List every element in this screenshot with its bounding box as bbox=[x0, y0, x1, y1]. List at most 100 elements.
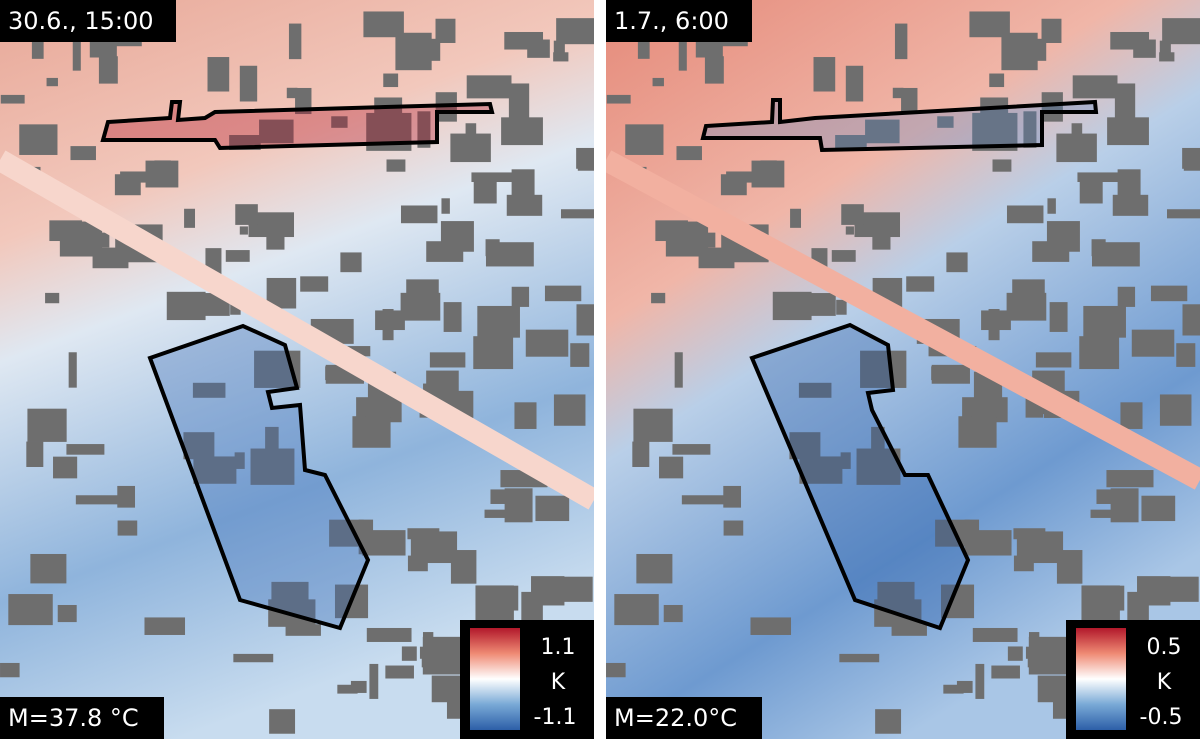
building bbox=[813, 57, 836, 92]
building bbox=[395, 32, 432, 71]
building bbox=[937, 116, 954, 128]
building bbox=[839, 653, 880, 663]
building bbox=[386, 159, 406, 172]
building bbox=[695, 38, 723, 58]
building bbox=[549, 503, 565, 516]
building bbox=[331, 116, 348, 128]
building bbox=[1041, 92, 1063, 122]
building bbox=[1182, 304, 1200, 336]
building bbox=[790, 208, 802, 228]
building bbox=[1013, 528, 1046, 540]
colorbar-unit: K bbox=[551, 670, 566, 695]
building bbox=[576, 304, 594, 336]
building bbox=[401, 646, 417, 661]
building bbox=[807, 293, 836, 316]
building bbox=[659, 456, 684, 479]
building bbox=[1006, 205, 1044, 224]
building bbox=[431, 675, 463, 703]
building bbox=[1117, 286, 1136, 307]
building bbox=[681, 495, 726, 505]
building bbox=[417, 111, 431, 148]
building bbox=[1159, 394, 1192, 426]
colorbar-min: -1.1 bbox=[534, 705, 577, 730]
building bbox=[521, 591, 543, 621]
building bbox=[385, 665, 414, 679]
building bbox=[1090, 509, 1131, 518]
building bbox=[1155, 503, 1171, 516]
street-outline bbox=[700, 98, 1099, 153]
building bbox=[192, 382, 226, 398]
building bbox=[234, 452, 245, 469]
building bbox=[972, 627, 1018, 642]
building bbox=[450, 133, 491, 163]
building bbox=[145, 160, 179, 188]
building bbox=[19, 124, 58, 155]
building bbox=[429, 352, 466, 368]
building bbox=[576, 147, 594, 169]
building bbox=[901, 87, 918, 115]
building bbox=[875, 709, 902, 734]
mean-temperature: M=22.0°C bbox=[614, 704, 737, 732]
building bbox=[751, 160, 785, 188]
colorbar-max: 1.1 bbox=[541, 635, 576, 660]
building bbox=[435, 18, 456, 43]
building bbox=[366, 627, 412, 642]
building bbox=[193, 456, 237, 484]
building bbox=[992, 159, 1012, 172]
building bbox=[473, 336, 514, 370]
building bbox=[946, 252, 968, 273]
building bbox=[1107, 585, 1125, 611]
building bbox=[207, 57, 230, 92]
timestamp: 1.7., 6:00 bbox=[614, 7, 729, 35]
building bbox=[441, 198, 450, 214]
building bbox=[1110, 31, 1150, 50]
building bbox=[68, 352, 77, 388]
building bbox=[1112, 194, 1149, 216]
building bbox=[266, 215, 285, 250]
building bbox=[872, 215, 891, 250]
building bbox=[471, 172, 516, 183]
building bbox=[407, 555, 428, 572]
building bbox=[490, 489, 522, 504]
building bbox=[840, 452, 851, 469]
building bbox=[674, 352, 683, 388]
building bbox=[704, 56, 724, 84]
building bbox=[0, 662, 20, 678]
colorbar-min: -0.5 bbox=[1140, 705, 1183, 730]
building bbox=[1176, 343, 1196, 367]
building bbox=[1159, 40, 1171, 57]
building bbox=[27, 408, 67, 442]
building bbox=[553, 52, 569, 62]
building bbox=[1083, 305, 1126, 338]
building bbox=[723, 485, 742, 508]
building bbox=[637, 31, 650, 59]
building bbox=[89, 38, 117, 58]
building bbox=[1072, 75, 1118, 99]
building bbox=[841, 204, 864, 225]
building bbox=[508, 83, 530, 120]
building bbox=[1077, 172, 1122, 183]
building bbox=[8, 594, 53, 626]
building bbox=[894, 23, 908, 60]
building bbox=[75, 495, 120, 505]
building bbox=[835, 135, 867, 150]
building bbox=[184, 208, 196, 228]
building bbox=[544, 285, 582, 302]
building bbox=[570, 343, 590, 367]
building bbox=[166, 291, 206, 321]
building bbox=[606, 94, 631, 104]
building bbox=[663, 604, 683, 623]
building bbox=[337, 684, 358, 694]
building bbox=[1159, 52, 1175, 62]
building bbox=[117, 520, 138, 536]
building bbox=[514, 402, 537, 429]
label-box bbox=[0, 697, 164, 739]
building bbox=[1131, 329, 1175, 357]
building bbox=[865, 119, 900, 144]
building bbox=[906, 276, 935, 292]
building bbox=[26, 441, 44, 467]
building bbox=[1041, 18, 1062, 43]
building bbox=[501, 585, 519, 611]
building bbox=[1023, 111, 1037, 148]
building bbox=[614, 594, 659, 626]
